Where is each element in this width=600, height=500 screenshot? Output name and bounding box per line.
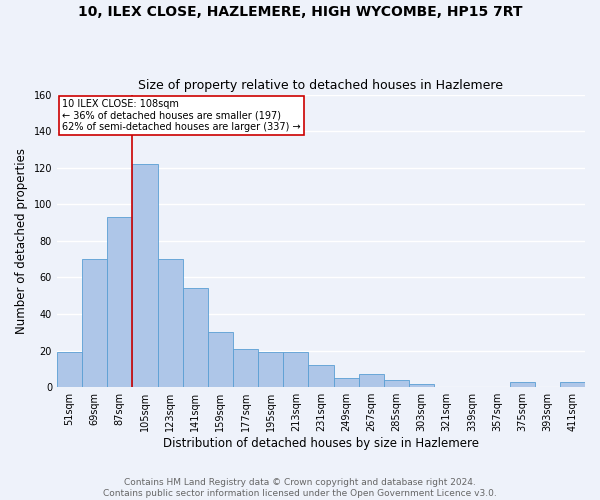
Bar — [359, 374, 384, 387]
Bar — [334, 378, 359, 387]
Text: 10, ILEX CLOSE, HAZLEMERE, HIGH WYCOMBE, HP15 7RT: 10, ILEX CLOSE, HAZLEMERE, HIGH WYCOMBE,… — [78, 5, 522, 19]
Bar — [409, 384, 434, 387]
Text: 10 ILEX CLOSE: 108sqm
← 36% of detached houses are smaller (197)
62% of semi-det: 10 ILEX CLOSE: 108sqm ← 36% of detached … — [62, 99, 301, 132]
Bar — [158, 259, 182, 387]
Bar — [107, 217, 133, 387]
Text: Contains HM Land Registry data © Crown copyright and database right 2024.
Contai: Contains HM Land Registry data © Crown c… — [103, 478, 497, 498]
Bar — [258, 352, 283, 387]
X-axis label: Distribution of detached houses by size in Hazlemere: Distribution of detached houses by size … — [163, 437, 479, 450]
Bar — [133, 164, 158, 387]
Title: Size of property relative to detached houses in Hazlemere: Size of property relative to detached ho… — [139, 79, 503, 92]
Bar — [82, 259, 107, 387]
Bar — [384, 380, 409, 387]
Bar — [208, 332, 233, 387]
Bar — [233, 349, 258, 387]
Bar — [283, 352, 308, 387]
Y-axis label: Number of detached properties: Number of detached properties — [15, 148, 28, 334]
Bar — [560, 382, 585, 387]
Bar — [182, 288, 208, 387]
Bar — [57, 352, 82, 387]
Bar — [308, 366, 334, 387]
Bar — [509, 382, 535, 387]
